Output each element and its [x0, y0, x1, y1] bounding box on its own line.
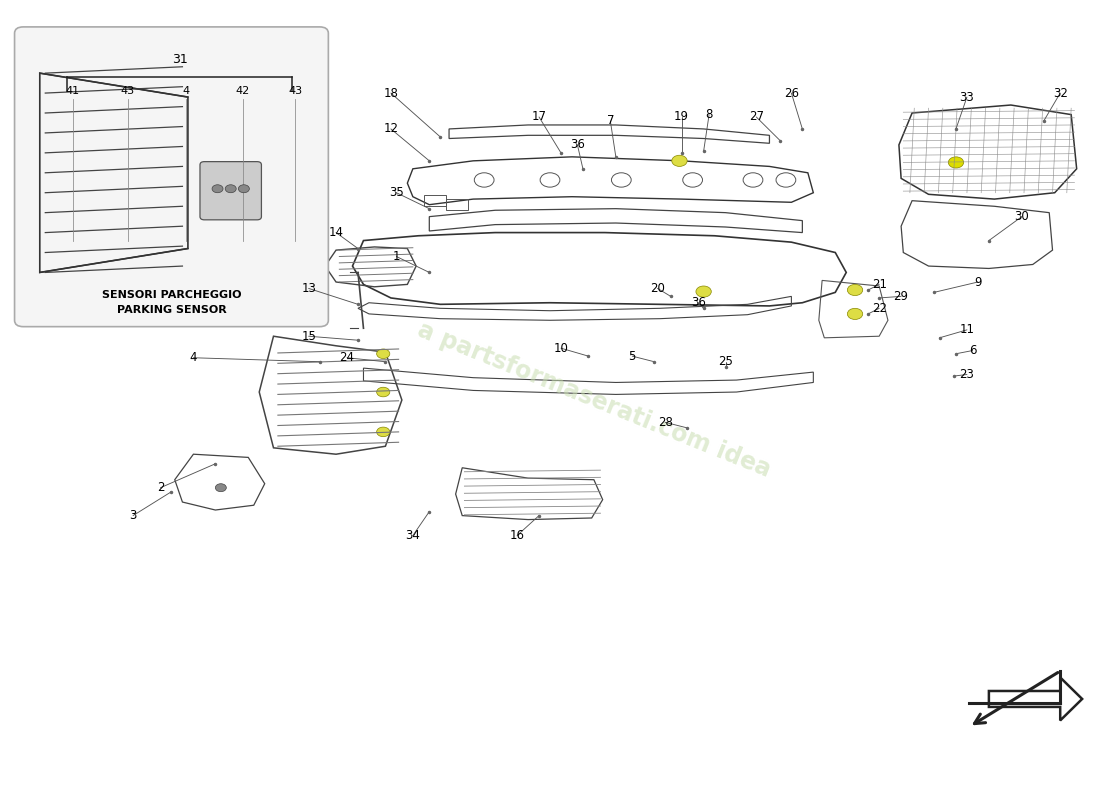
Circle shape	[847, 308, 862, 319]
Text: 4: 4	[183, 86, 189, 96]
Text: 24: 24	[340, 351, 354, 364]
Text: 7: 7	[606, 114, 614, 127]
Text: 35: 35	[389, 186, 404, 199]
Text: 30: 30	[1014, 210, 1030, 223]
Bar	[424, 195, 446, 206]
Text: 3: 3	[130, 509, 136, 522]
Text: 41: 41	[66, 86, 80, 96]
Text: 28: 28	[658, 416, 672, 429]
Text: 2: 2	[156, 481, 164, 494]
Circle shape	[226, 185, 236, 193]
Circle shape	[847, 285, 862, 295]
Bar	[446, 199, 468, 210]
Circle shape	[696, 286, 712, 297]
Text: 8: 8	[705, 108, 713, 121]
Text: 6: 6	[969, 344, 976, 357]
Text: 43: 43	[121, 86, 134, 96]
Text: 18: 18	[384, 86, 398, 99]
Text: 21: 21	[871, 278, 887, 291]
Text: 11: 11	[959, 323, 975, 336]
Text: 42: 42	[235, 86, 250, 96]
Circle shape	[672, 155, 688, 166]
Text: SENSORI PARCHEGGIO: SENSORI PARCHEGGIO	[101, 290, 241, 300]
Text: PARKING SENSOR: PARKING SENSOR	[117, 305, 227, 315]
Text: 4: 4	[189, 351, 197, 364]
Text: 1: 1	[393, 250, 400, 263]
Text: 26: 26	[784, 86, 799, 99]
Text: a partsformaserati.com idea: a partsformaserati.com idea	[414, 318, 774, 482]
Text: 29: 29	[893, 290, 909, 303]
Text: 36: 36	[691, 296, 705, 310]
Circle shape	[216, 484, 227, 492]
Text: 31: 31	[172, 53, 188, 66]
Text: 20: 20	[650, 282, 666, 295]
Circle shape	[376, 387, 389, 397]
Circle shape	[239, 185, 250, 193]
Text: 17: 17	[531, 110, 547, 123]
Circle shape	[948, 157, 964, 168]
Text: 33: 33	[959, 90, 975, 103]
Text: 27: 27	[749, 110, 763, 123]
Text: 14: 14	[329, 226, 343, 239]
Text: 13: 13	[301, 282, 316, 295]
Text: 36: 36	[570, 138, 585, 151]
Circle shape	[376, 349, 389, 358]
Circle shape	[376, 427, 389, 437]
Text: 5: 5	[628, 350, 636, 362]
FancyBboxPatch shape	[14, 27, 329, 326]
Text: 43: 43	[288, 86, 302, 96]
Text: 34: 34	[406, 529, 420, 542]
Text: 19: 19	[674, 110, 690, 123]
Text: 10: 10	[553, 342, 569, 354]
Text: 32: 32	[1053, 86, 1068, 99]
Text: 22: 22	[871, 302, 887, 315]
FancyBboxPatch shape	[200, 162, 262, 220]
Text: 25: 25	[718, 355, 733, 368]
Text: 23: 23	[959, 368, 975, 381]
Circle shape	[212, 185, 223, 193]
Text: 15: 15	[301, 330, 316, 342]
Text: 12: 12	[384, 122, 398, 135]
Text: 16: 16	[509, 529, 525, 542]
Text: 9: 9	[975, 275, 981, 289]
